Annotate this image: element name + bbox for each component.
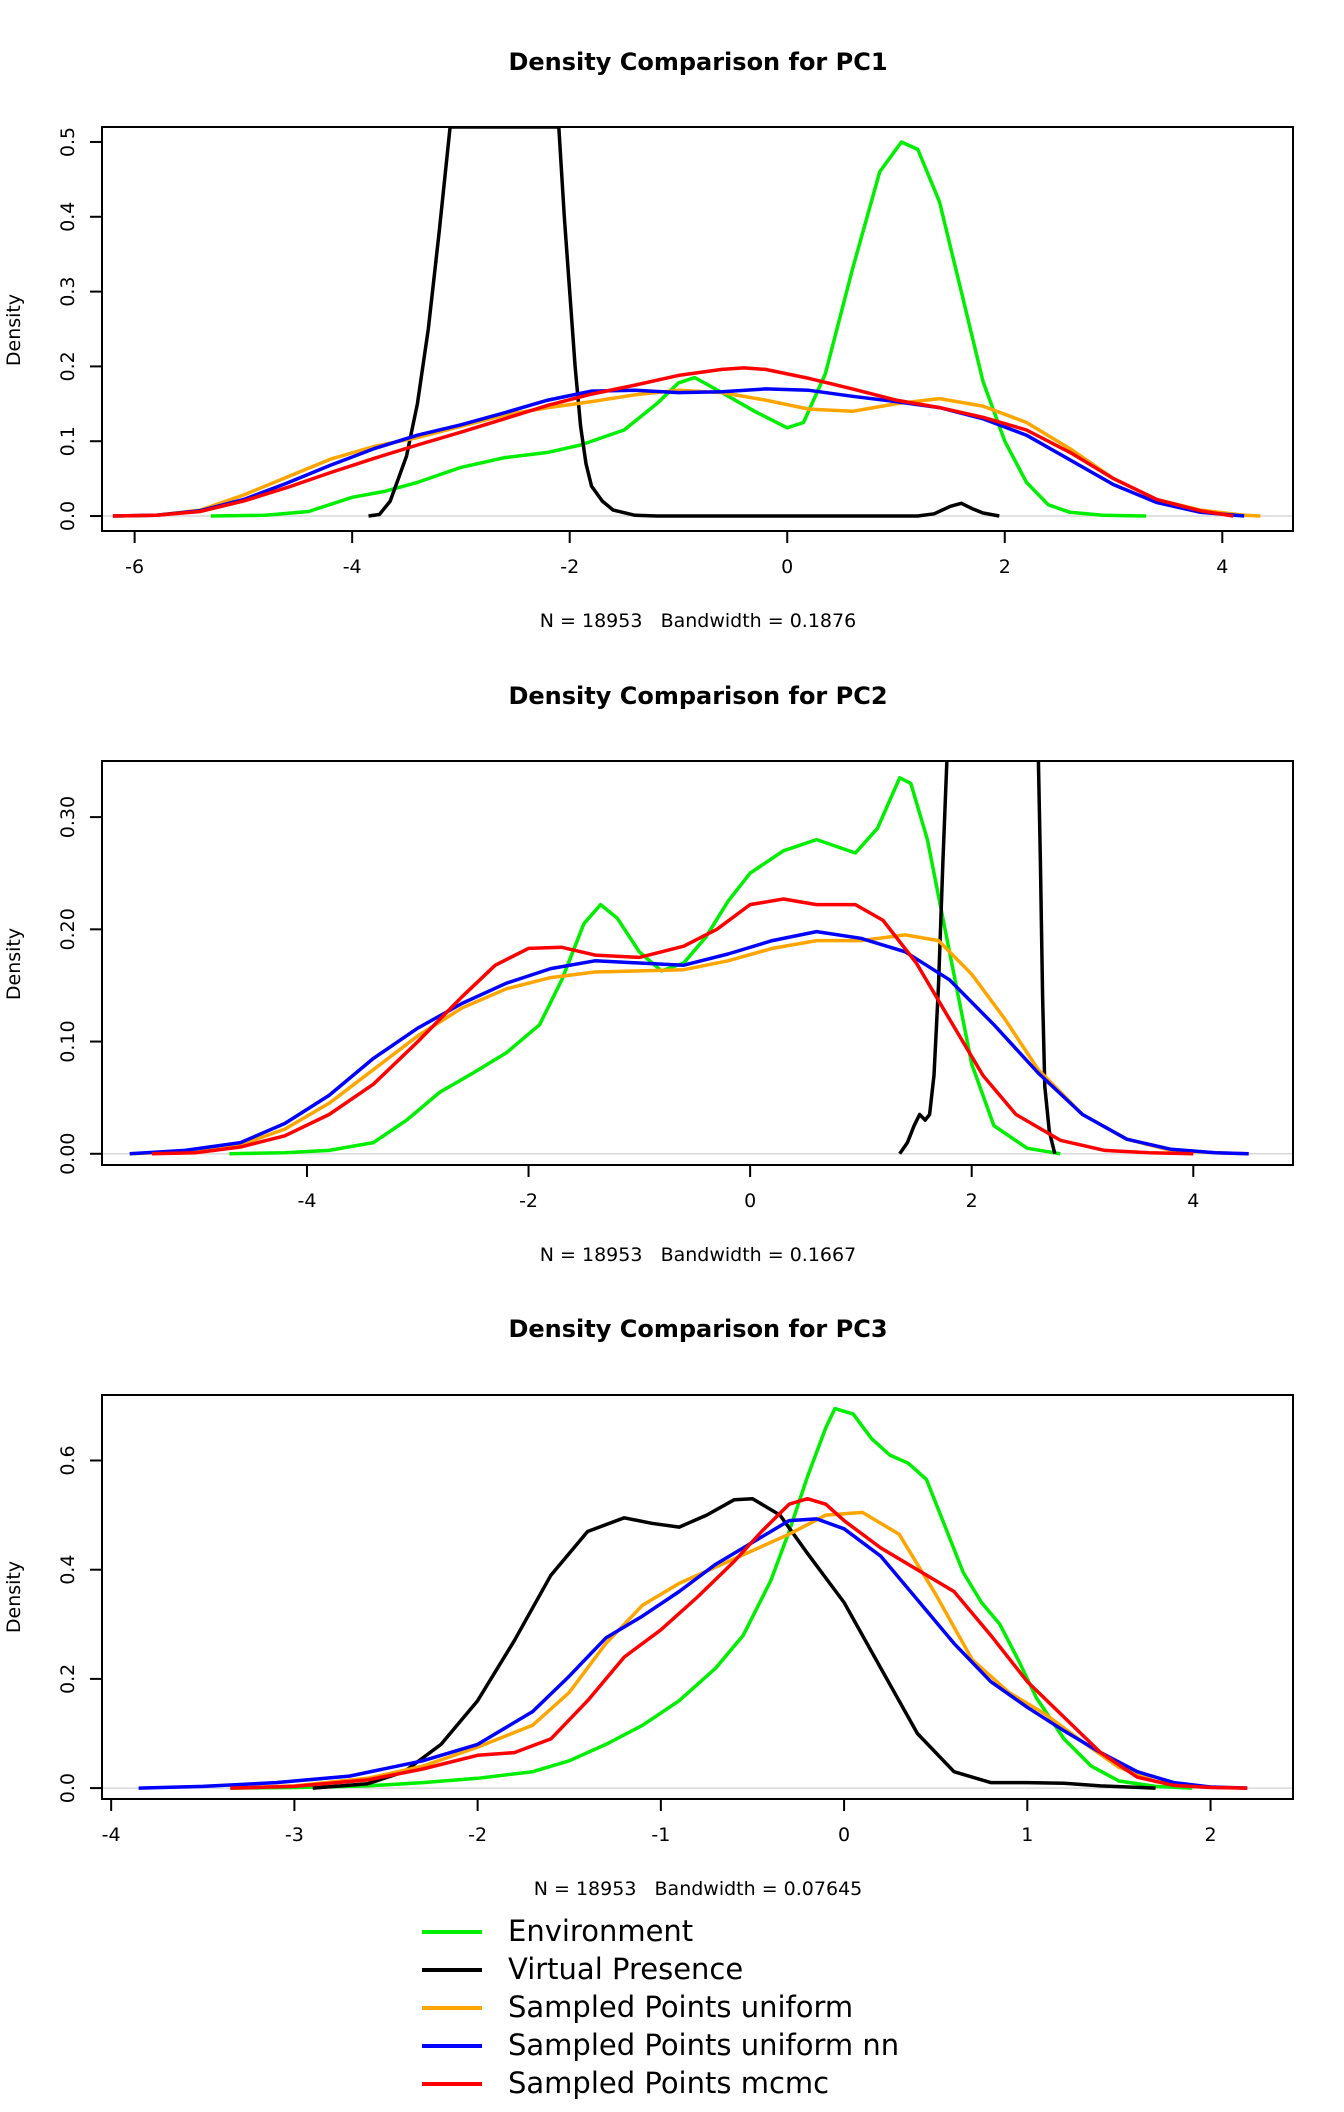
x-tick-label: 4 — [1216, 556, 1228, 578]
y-tick-label: 0.2 — [57, 351, 79, 381]
series-group — [138, 1406, 1248, 1790]
series-line-virtual-presence — [312, 1496, 1156, 1790]
legend-item: Sampled Points uniform nn — [422, 2028, 899, 2062]
y-tick-label: 0.30 — [57, 796, 79, 838]
x-tick-label: 1 — [1021, 1824, 1033, 1846]
legend-label: Sampled Points mcmc — [508, 2066, 829, 2100]
panel-pc2: Density Comparison for PC2 Density N = 1… — [3, 682, 1294, 1266]
series-line-sampled-points-uniform — [129, 933, 1249, 1156]
y-axis-label: Density — [3, 928, 25, 1000]
series-line-environment — [230, 1406, 1193, 1790]
series-line-sampled-points-uniform-nn — [138, 1517, 1248, 1790]
x-tick-label: 0 — [781, 556, 793, 578]
panel-pc3: Density Comparison for PC3 Density N = 1… — [3, 1315, 1294, 1900]
y-axis-label: Density — [3, 1561, 25, 1633]
legend-item: Sampled Points uniform — [422, 1990, 853, 2024]
y-tick-label: 0.00 — [57, 1133, 79, 1175]
y-tick-label: 0.5 — [57, 127, 79, 157]
legend-label: Sampled Points uniform nn — [508, 2028, 899, 2062]
x-axis-label: N = 18953 Bandwidth = 0.1667 — [540, 1244, 856, 1266]
x-tick-label: -2 — [519, 1190, 538, 1212]
legend-item: Sampled Points mcmc — [422, 2066, 829, 2100]
x-tick-label: -2 — [560, 556, 579, 578]
x-tick-label: 2 — [999, 556, 1011, 578]
panel-pc1: Density Comparison for PC1 Density N = 1… — [3, 48, 1294, 632]
x-tick-label: -4 — [297, 1190, 316, 1212]
series-line-sampled-points-mcmc — [230, 1496, 1248, 1790]
x-tick-label: 0 — [744, 1190, 756, 1212]
legend-label: Virtual Presence — [508, 1952, 743, 1986]
y-tick-label: 0.3 — [57, 276, 79, 306]
series-group — [129, 761, 1249, 1156]
series-line-environment — [229, 776, 1061, 1156]
x-tick-label: 4 — [1187, 1190, 1199, 1212]
chart-title: Density Comparison for PC2 — [508, 682, 887, 710]
plot-frame — [101, 126, 1294, 532]
x-tick-label: -6 — [125, 556, 144, 578]
y-tick-label: 0.6 — [57, 1445, 79, 1475]
y-tick-label: 0.0 — [57, 1773, 79, 1803]
legend-label: Sampled Points uniform — [508, 1990, 853, 2024]
y-tick-label: 0.2 — [57, 1664, 79, 1694]
y-tick-label: 0.10 — [57, 1020, 79, 1062]
x-axis-label: N = 18953 Bandwidth = 0.07645 — [534, 1878, 863, 1900]
legend-item: Virtual Presence — [422, 1952, 743, 1986]
y-tick-label: 0.0 — [57, 501, 79, 531]
series-line-sampled-points-mcmc — [151, 897, 1194, 1156]
chart-title: Density Comparison for PC3 — [508, 1315, 887, 1343]
x-tick-label: 2 — [966, 1190, 978, 1212]
legend: Environment Virtual Presence Sampled Poi… — [422, 1914, 899, 2100]
y-tick-label: 0.4 — [57, 202, 79, 232]
y-axis-label: Density — [3, 294, 25, 366]
y-tick-label: 0.1 — [57, 426, 79, 456]
x-tick-label: -2 — [468, 1824, 487, 1846]
legend-label: Environment — [508, 1914, 693, 1948]
x-tick-label: -4 — [102, 1824, 121, 1846]
series-line-sampled-points-uniform — [230, 1510, 1248, 1790]
series-line-environment — [210, 140, 1147, 518]
series-line-sampled-points-uniform — [112, 388, 1261, 518]
x-tick-label: -1 — [651, 1824, 670, 1846]
series-line-sampled-points-mcmc — [112, 366, 1234, 518]
legend-item: Environment — [422, 1914, 693, 1948]
y-tick-label: 0.20 — [57, 908, 79, 950]
y-tick-label: 0.4 — [57, 1555, 79, 1585]
series-line-virtual-presence — [368, 127, 1000, 518]
x-tick-label: 0 — [838, 1824, 850, 1846]
series-line-virtual-presence — [898, 761, 1057, 1155]
x-axis-label: N = 18953 Bandwidth = 0.1876 — [540, 610, 856, 632]
x-tick-label: -4 — [343, 556, 362, 578]
series-group — [112, 127, 1261, 518]
series-line-sampled-points-uniform-nn — [112, 387, 1245, 518]
x-tick-label: 2 — [1204, 1824, 1216, 1846]
x-tick-label: -3 — [285, 1824, 304, 1846]
chart-title: Density Comparison for PC1 — [508, 48, 887, 76]
series-line-sampled-points-uniform-nn — [129, 929, 1249, 1156]
